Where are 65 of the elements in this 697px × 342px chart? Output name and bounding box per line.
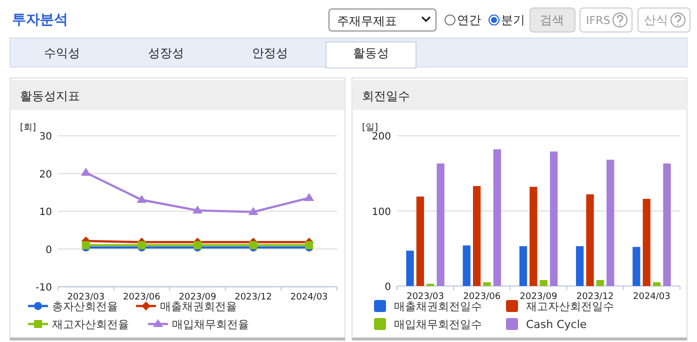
- legend-label: 매입채무회전율: [172, 318, 249, 331]
- bar: [493, 149, 502, 286]
- legend-label: 매입채무회전일수: [394, 318, 482, 331]
- y-axis-title: [회]: [20, 123, 36, 133]
- bar: [416, 196, 424, 286]
- x-tick-label: 2023/03: [67, 292, 105, 303]
- legend-label: 매출채권회전일수: [394, 300, 482, 313]
- x-tick-label: 2023/09: [178, 292, 216, 303]
- y-tick-label: 100: [372, 206, 391, 218]
- bar: [472, 186, 481, 286]
- bar: [406, 250, 414, 286]
- y-tick-label: 10: [39, 207, 52, 218]
- bar: [530, 186, 538, 286]
- x-tick-label: 2023/03: [406, 292, 444, 302]
- y-tick-label: -10: [36, 282, 52, 294]
- point: [192, 205, 202, 214]
- point: [80, 168, 91, 176]
- y-tick-label: 0: [384, 282, 391, 293]
- bar: [462, 245, 470, 286]
- bar: [632, 246, 640, 286]
- text: 주재무제표: [337, 14, 397, 28]
- x-tick-label: 2023/12: [234, 292, 272, 303]
- x-tick-label: 2024/03: [290, 292, 328, 303]
- legend-label: 재고자산회전일수: [526, 300, 614, 313]
- text: 투자분석: [12, 12, 68, 28]
- bar: [663, 164, 671, 286]
- bar: [519, 246, 528, 286]
- bar: [652, 282, 661, 286]
- bar: [436, 164, 444, 286]
- y-tick-label: 30: [39, 132, 52, 143]
- point: [136, 194, 147, 203]
- text: IFRS: [586, 14, 610, 27]
- text: 분기: [501, 13, 525, 27]
- bar: [576, 246, 584, 286]
- bar: [550, 151, 558, 286]
- x-tick-label: 2023/06: [123, 292, 161, 303]
- legend-label: Cash Cycle: [526, 318, 587, 331]
- y-tick-label: 0: [46, 244, 52, 256]
- y-tick-label: 20: [39, 169, 52, 180]
- x-tick-label: 2023/09: [520, 292, 558, 302]
- x-tick-label: 2024/03: [633, 292, 670, 302]
- bar: [483, 282, 491, 286]
- bar: [596, 280, 604, 286]
- text: 활동성: [353, 46, 389, 60]
- text: 연간: [457, 13, 481, 27]
- bar: [586, 194, 594, 286]
- text: 검색: [540, 13, 564, 27]
- point: [304, 192, 314, 201]
- x-tick-label: 2023/12: [576, 292, 614, 302]
- bar: [540, 280, 548, 286]
- chart-title: 회전일수: [362, 89, 410, 103]
- chart-title: 활동성지표: [20, 89, 80, 103]
- bar: [606, 160, 614, 286]
- text: 성장성: [148, 46, 184, 60]
- x-tick-label: 2023/06: [463, 292, 501, 302]
- y-axis-title: [일]: [362, 123, 378, 133]
- point: [248, 206, 258, 215]
- text: 수익성: [44, 46, 80, 60]
- text: 안정성: [252, 46, 288, 60]
- bar: [642, 198, 650, 286]
- legend-label: 매출채권회전율: [160, 300, 237, 313]
- legend-label: 재고자산회전율: [52, 318, 129, 331]
- legend-label: 총자산회전율: [52, 300, 118, 313]
- y-tick-label: 200: [372, 132, 391, 143]
- text: 산식: [644, 13, 668, 27]
